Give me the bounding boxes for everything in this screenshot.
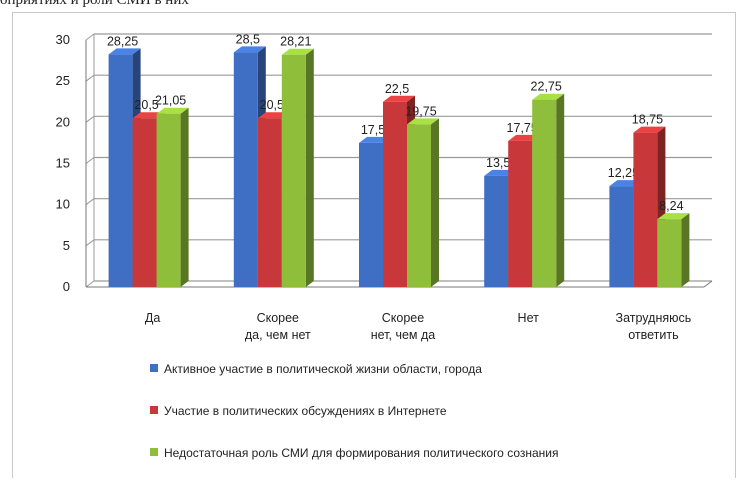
bar-series-2 (257, 118, 282, 287)
y-tick-label: 25 (56, 73, 70, 88)
data-label: 19,75 (405, 104, 436, 118)
legend-item-series-2: Участие в политических обсуждениях в Инт… (150, 402, 710, 420)
y-tick-label: 0 (63, 279, 70, 294)
data-label: 12,25 (608, 166, 639, 180)
data-label: 28,21 (280, 35, 311, 49)
gridline-depth (85, 33, 95, 41)
y-tick-label: 30 (56, 32, 70, 47)
chart-legend: Активное участие в политической жизни об… (150, 360, 710, 486)
bar-side-series-3 (431, 118, 439, 288)
bar-series-3 (156, 113, 181, 288)
bar-top-series-2 (633, 126, 666, 133)
data-label: 13,5 (486, 156, 510, 170)
bar-top-series-3 (156, 107, 189, 114)
legend-item-series-1: Активное участие в политической жизни об… (150, 360, 710, 378)
legend-item-series-3: Недостаточная роль СМИ для формирования … (150, 444, 710, 462)
gridline-depth (85, 74, 95, 82)
bar-top-series-3 (281, 48, 314, 55)
x-tick-label: Да (145, 311, 160, 325)
legend-label-series-1: Активное участие в политической жизни об… (164, 362, 482, 376)
bar-side-series-3 (180, 107, 189, 288)
bar-top-series-3 (407, 118, 439, 125)
legend-label-series-3: Недостаточная роль СМИ для формирования … (164, 446, 559, 460)
data-label: 28,5 (236, 32, 260, 46)
data-label: 20,5 (260, 98, 284, 112)
y-tick-label: 15 (56, 156, 70, 171)
bar-series-1 (233, 52, 258, 287)
bar-series-2 (508, 140, 533, 287)
gridline-depth (85, 198, 95, 206)
page-caption-fragment: оприятиях и роли СМИ в них (0, 0, 189, 8)
gridline-depth (85, 115, 95, 123)
x-tick-label: нет, чем да (371, 328, 436, 342)
x-tick-label: Скорее (257, 311, 299, 325)
legend-swatch-series-3 (150, 448, 158, 456)
x-tick-label: Скорее (382, 311, 424, 325)
data-label: 18,75 (632, 113, 663, 127)
gridline-depth (85, 239, 95, 247)
data-label: 8,24 (659, 199, 683, 213)
bar-series-1 (484, 175, 509, 287)
data-label: 22,75 (531, 80, 562, 94)
data-label: 28,25 (107, 34, 138, 48)
data-label: 21,05 (155, 94, 186, 108)
x-tick-label: ответить (628, 328, 678, 342)
bar-series-3 (281, 54, 306, 287)
legend-swatch-series-1 (150, 364, 158, 372)
x-tick-label: да, чем нет (245, 328, 311, 342)
chart-frame (12, 12, 736, 478)
y-tick-label: 20 (56, 114, 70, 129)
bar-side-series-3 (556, 93, 565, 287)
x-axis-depth (703, 280, 713, 288)
x-tick-label: Нет (518, 311, 540, 325)
gridline-depth (85, 280, 95, 288)
y-tick-label: 10 (56, 197, 70, 212)
bar-side-series-3 (681, 213, 690, 287)
bar-top-series-1 (233, 46, 266, 53)
bar-top-series-2 (383, 95, 415, 102)
bar-top-series-3 (657, 213, 690, 220)
bar-series-1 (359, 142, 383, 287)
bar-top-series-3 (532, 93, 565, 100)
bar-side-series-3 (305, 48, 314, 287)
bar-series-2 (132, 118, 157, 287)
bar-series-2 (633, 132, 658, 287)
x-tick-label: Затрудняюсь (616, 311, 692, 325)
bar-series-3 (657, 219, 682, 287)
data-label: 17,75 (507, 121, 538, 135)
data-label: 20,5 (134, 98, 158, 112)
legend-label-series-2: Участие в политических обсуждениях в Инт… (164, 404, 447, 418)
bar-series-3 (532, 99, 557, 287)
bar-series-1 (609, 186, 634, 287)
bar-series-2 (383, 101, 407, 287)
legend-swatch-series-2 (150, 406, 158, 414)
data-label: 17,5 (361, 123, 385, 137)
bar-series-1 (108, 54, 133, 288)
bar-top-series-1 (108, 48, 141, 55)
y-tick-label: 5 (63, 238, 70, 253)
bar-series-3 (407, 124, 431, 288)
data-label: 22,5 (385, 82, 409, 96)
gridline-depth (85, 157, 95, 164)
